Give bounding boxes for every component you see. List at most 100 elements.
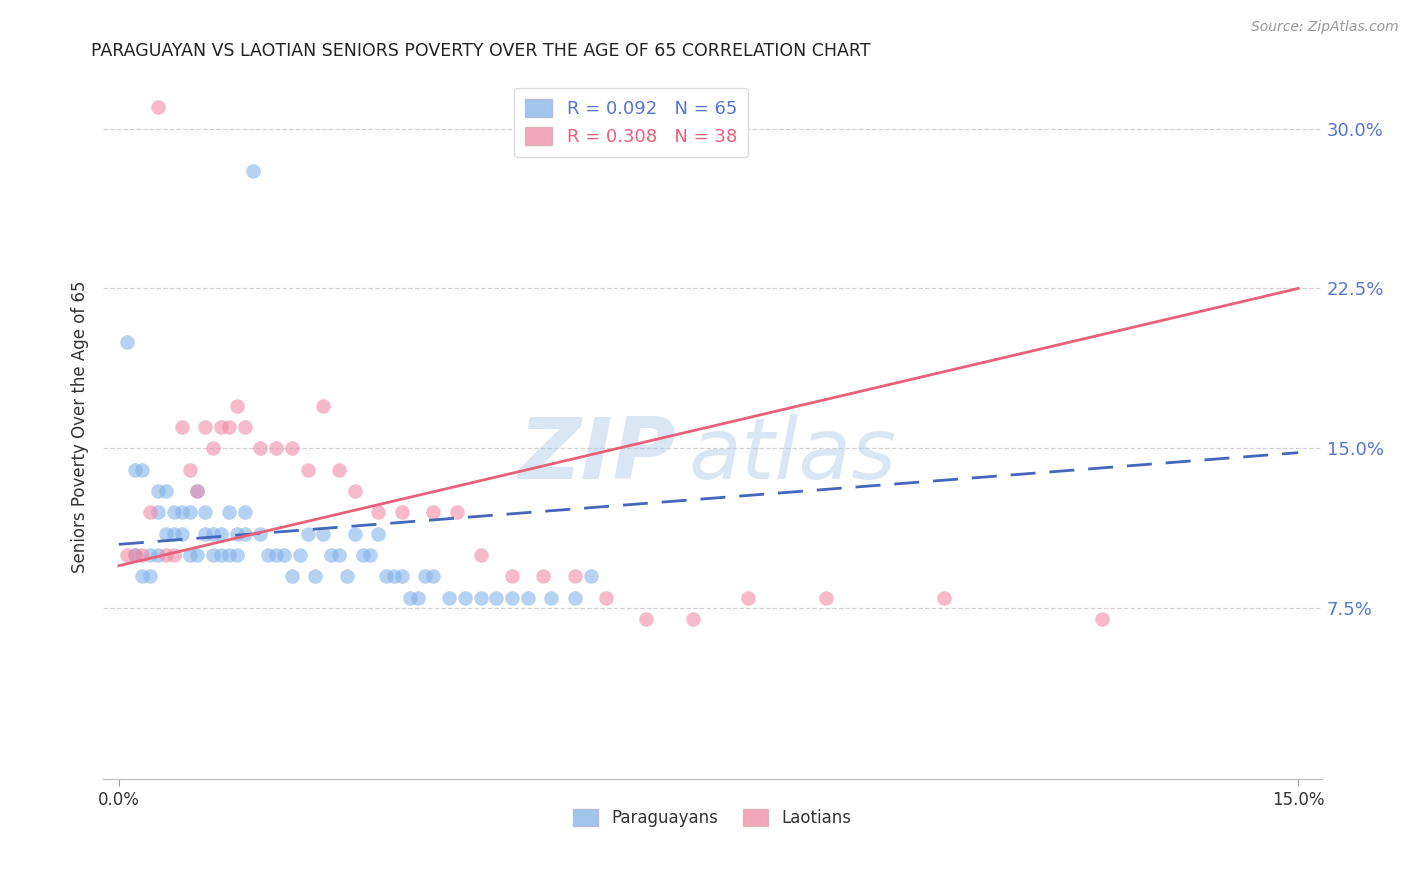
Point [516, 591, 538, 605]
Point [124, 548, 146, 562]
Point [312, 399, 335, 413]
Point [264, 442, 287, 456]
Point [375, 569, 398, 583]
Point [398, 591, 420, 605]
Point [934, 591, 956, 605]
Point [155, 526, 177, 541]
Point [281, 569, 304, 583]
Point [273, 548, 295, 562]
Point [194, 420, 217, 434]
Point [170, 420, 193, 434]
Point [422, 569, 444, 583]
Point [288, 548, 311, 562]
Point [131, 569, 153, 583]
Point [218, 548, 240, 562]
Point [595, 591, 617, 605]
Point [202, 526, 225, 541]
Point [233, 526, 256, 541]
Point [179, 548, 201, 562]
Point [179, 463, 201, 477]
Point [682, 612, 704, 626]
Point [485, 591, 508, 605]
Point [328, 463, 350, 477]
Point [437, 591, 460, 605]
Point [115, 334, 138, 349]
Point [124, 548, 146, 562]
Point [233, 420, 256, 434]
Point [501, 591, 523, 605]
Point [202, 442, 225, 456]
Point [336, 569, 359, 583]
Point [367, 526, 389, 541]
Point [422, 505, 444, 519]
Point [564, 591, 586, 605]
Point [359, 548, 381, 562]
Point [391, 569, 413, 583]
Point [501, 569, 523, 583]
Point [115, 548, 138, 562]
Point [209, 420, 232, 434]
Point [179, 505, 201, 519]
Point [146, 483, 169, 498]
Point [163, 548, 186, 562]
Point [321, 548, 343, 562]
Point [249, 526, 271, 541]
Point [124, 463, 146, 477]
Point [367, 505, 389, 519]
Point [531, 569, 554, 583]
Point [415, 569, 437, 583]
Point [225, 526, 247, 541]
Point [1090, 612, 1112, 626]
Point [470, 548, 492, 562]
Point [186, 483, 208, 498]
Point [163, 505, 186, 519]
Y-axis label: Seniors Poverty Over the Age of 65: Seniors Poverty Over the Age of 65 [72, 281, 89, 574]
Point [446, 505, 468, 519]
Point [146, 505, 169, 519]
Point [163, 526, 186, 541]
Point [155, 483, 177, 498]
Legend: Paraguayans, Laotians: Paraguayans, Laotians [567, 803, 859, 834]
Point [634, 612, 657, 626]
Point [186, 548, 208, 562]
Point [139, 548, 162, 562]
Point [194, 526, 217, 541]
Point [297, 526, 319, 541]
Point [264, 548, 287, 562]
Point [454, 591, 477, 605]
Point [737, 591, 759, 605]
Point [186, 483, 208, 498]
Point [225, 548, 247, 562]
Point [146, 100, 169, 114]
Point [131, 548, 153, 562]
Point [202, 548, 225, 562]
Point [170, 505, 193, 519]
Point [352, 548, 374, 562]
Point [470, 591, 492, 605]
Point [155, 548, 177, 562]
Point [382, 569, 405, 583]
Point [218, 420, 240, 434]
Point [131, 463, 153, 477]
Point [242, 164, 264, 178]
Point [139, 569, 162, 583]
Text: ZIP: ZIP [519, 414, 676, 497]
Text: PARAGUAYAN VS LAOTIAN SENIORS POVERTY OVER THE AGE OF 65 CORRELATION CHART: PARAGUAYAN VS LAOTIAN SENIORS POVERTY OV… [91, 42, 870, 60]
Point [209, 526, 232, 541]
Point [194, 505, 217, 519]
Point [540, 591, 562, 605]
Point [312, 526, 335, 541]
Point [225, 399, 247, 413]
Point [209, 548, 232, 562]
Point [343, 526, 366, 541]
Point [391, 505, 413, 519]
Point [233, 505, 256, 519]
Point [815, 591, 838, 605]
Point [564, 569, 586, 583]
Point [146, 548, 169, 562]
Point [249, 442, 271, 456]
Point [406, 591, 429, 605]
Point [579, 569, 602, 583]
Point [297, 463, 319, 477]
Point [304, 569, 326, 583]
